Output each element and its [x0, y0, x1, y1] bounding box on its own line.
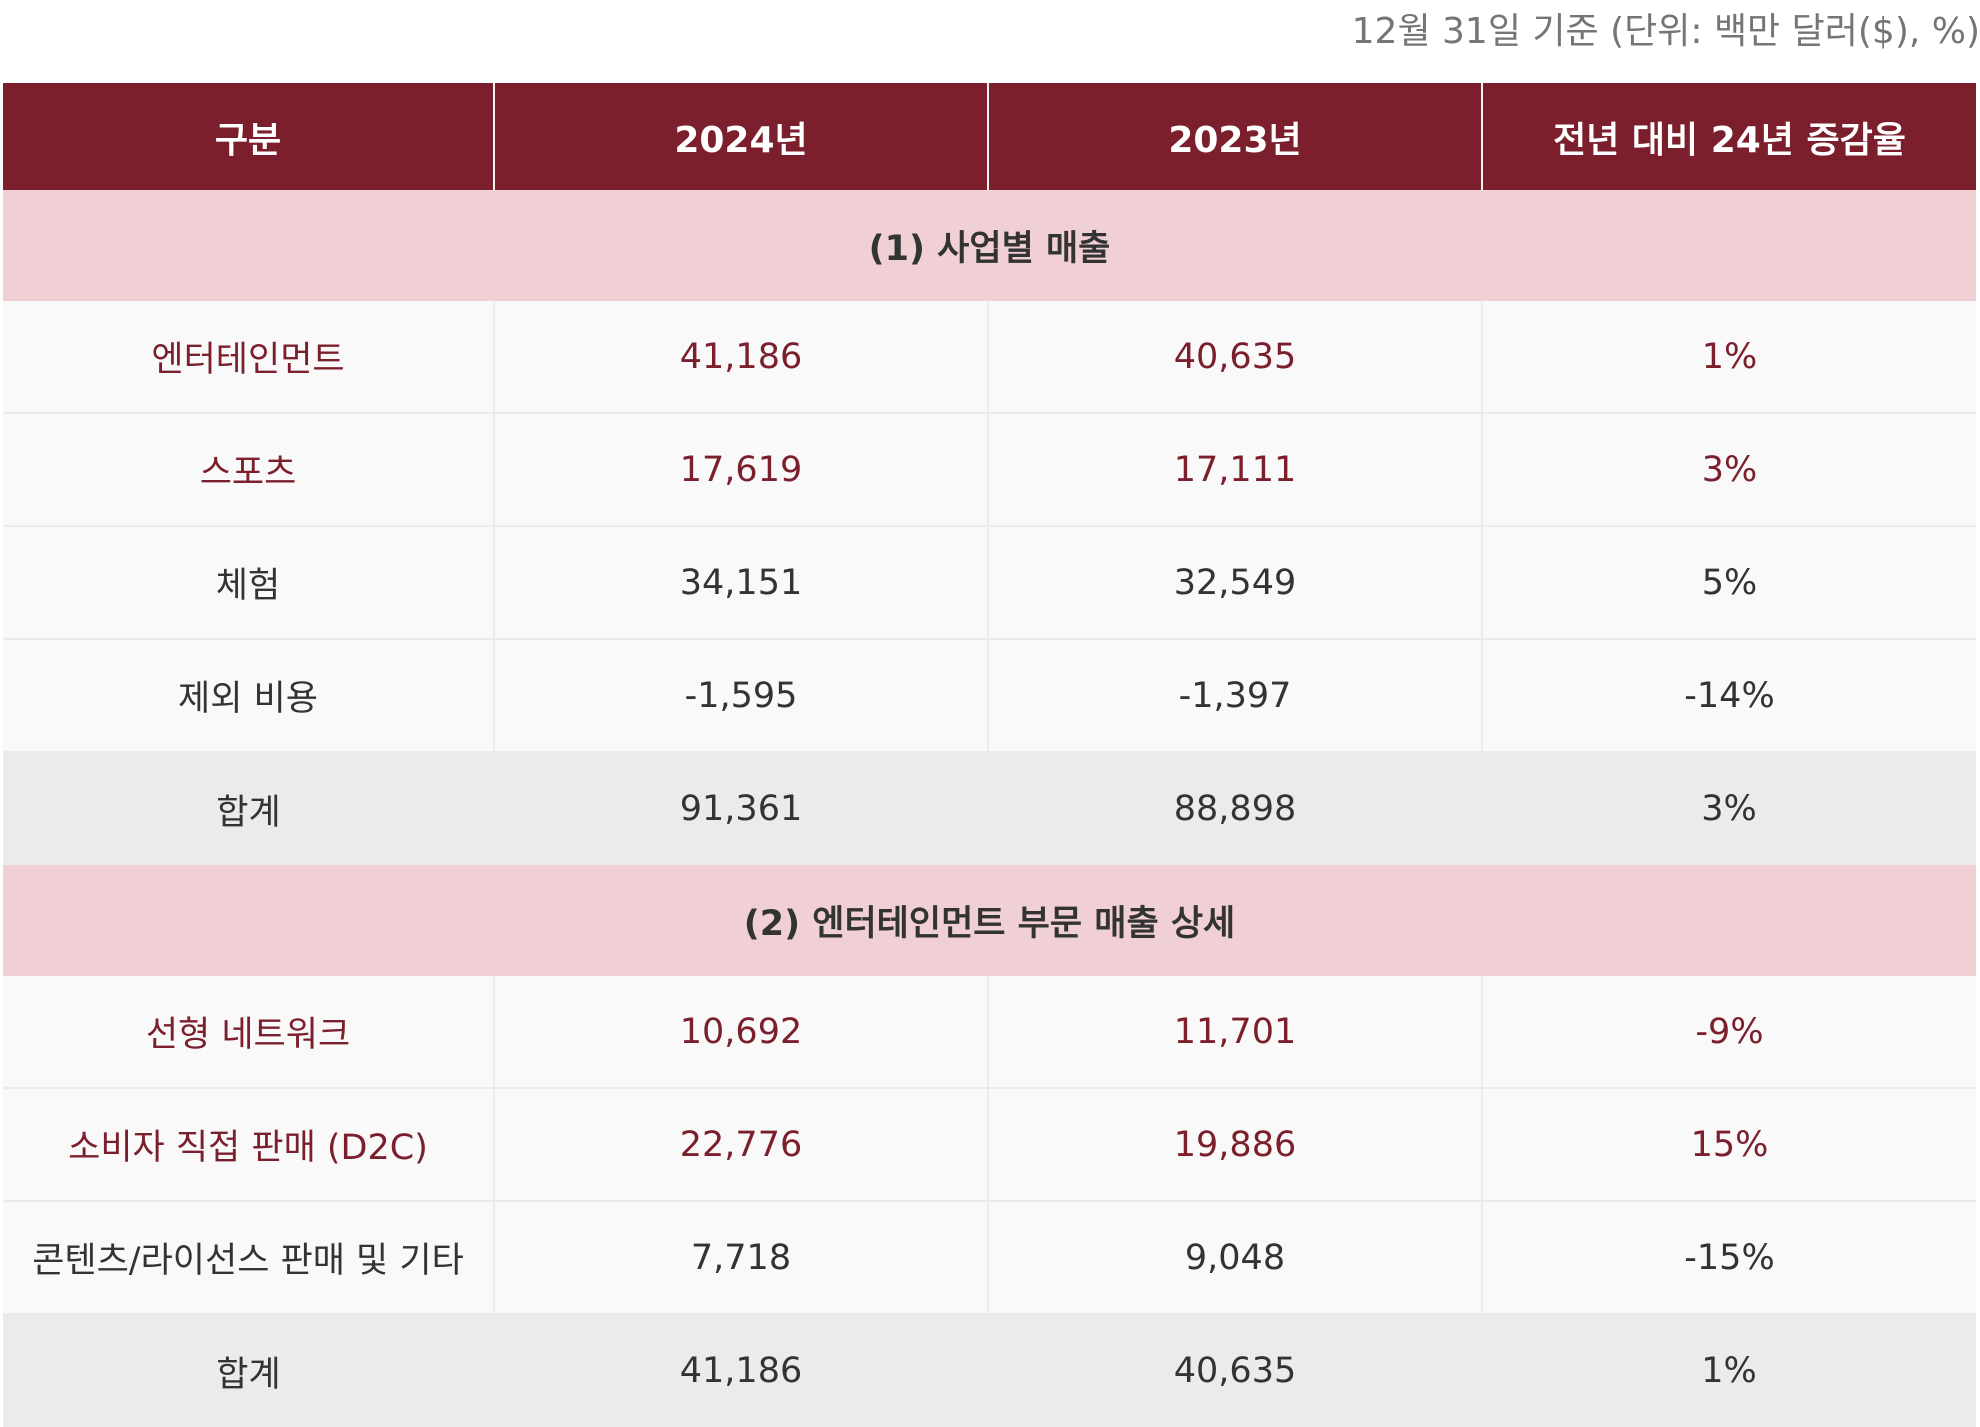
cell-2024: 34,151: [493, 526, 988, 640]
cell-2023: -1,397: [987, 639, 1482, 753]
cell-2023: 88,898: [988, 752, 1482, 865]
table-row: 체험 34,151 32,549 5%: [3, 526, 1976, 640]
cell-2023: 9,048: [987, 1201, 1482, 1315]
section-row-business-revenue: (1) 사업별 매출: [3, 190, 1976, 301]
row-label: 엔터테인먼트: [3, 301, 494, 414]
revenue-table-container: 구분 2024년 2023년 전년 대비 24년 증감율 (1) 사업별 매출 …: [3, 83, 1976, 1427]
table-row: 엔터테인먼트 41,186 40,635 1%: [3, 301, 1976, 414]
revenue-table: 구분 2024년 2023년 전년 대비 24년 증감율 (1) 사업별 매출 …: [3, 83, 1976, 1427]
row-label: 체험: [3, 526, 494, 640]
cell-2024: 91,361: [494, 752, 988, 865]
cell-2024: 17,619: [493, 413, 988, 527]
cell-change: 1%: [1481, 301, 1976, 414]
table-body: (1) 사업별 매출 엔터테인먼트 41,186 40,635 1% 스포츠 1…: [3, 190, 1976, 1427]
table-row: 콘텐츠/라이선스 판매 및 기타 7,718 9,048 -15%: [3, 1201, 1976, 1315]
row-label: 스포츠: [3, 413, 494, 527]
header-yoy-change: 전년 대비 24년 증감율: [1481, 83, 1976, 190]
row-label: 소비자 직접 판매 (D2C): [3, 1088, 494, 1202]
table-row: 스포츠 17,619 17,111 3%: [3, 413, 1976, 527]
section-title: (2) 엔터테인먼트 부문 매출 상세: [3, 865, 1976, 976]
cell-2024: 41,186: [493, 301, 988, 414]
row-label: 제외 비용: [3, 639, 494, 753]
table-header: 구분 2024년 2023년 전년 대비 24년 증감율: [3, 83, 1976, 190]
cell-change: 3%: [1482, 752, 1976, 865]
table-row: 제외 비용 -1,595 -1,397 -14%: [3, 639, 1976, 753]
row-label: 합계: [3, 1314, 494, 1427]
section-title: (1) 사업별 매출: [3, 190, 1976, 301]
total-row: 합계 41,186 40,635 1%: [3, 1314, 1976, 1427]
header-2024: 2024년: [493, 83, 988, 190]
header-row: 구분 2024년 2023년 전년 대비 24년 증감율: [3, 83, 1976, 190]
cell-change: 1%: [1482, 1314, 1976, 1427]
cell-change: 5%: [1481, 526, 1976, 640]
cell-2024: -1,595: [493, 639, 988, 753]
header-category: 구분: [3, 83, 494, 190]
cell-change: -14%: [1481, 639, 1976, 753]
cell-2023: 40,635: [988, 1314, 1482, 1427]
cell-2024: 41,186: [494, 1314, 988, 1427]
table-row: 소비자 직접 판매 (D2C) 22,776 19,886 15%: [3, 1088, 1976, 1202]
row-label: 합계: [3, 752, 494, 865]
unit-note: 12월 31일 기준 (단위: 백만 달러($), %): [1351, 11, 1980, 52]
cell-2023: 11,701: [987, 976, 1482, 1089]
cell-change: -15%: [1481, 1201, 1976, 1315]
cell-2023: 19,886: [987, 1088, 1482, 1202]
cell-change: 3%: [1481, 413, 1976, 527]
cell-2024: 7,718: [493, 1201, 988, 1315]
table-row: 선형 네트워크 10,692 11,701 -9%: [3, 976, 1976, 1089]
cell-2024: 10,692: [493, 976, 988, 1089]
cell-2024: 22,776: [493, 1088, 988, 1202]
section-row-entertainment-detail: (2) 엔터테인먼트 부문 매출 상세: [3, 865, 1976, 976]
cell-change: -9%: [1481, 976, 1976, 1089]
row-label: 콘텐츠/라이선스 판매 및 기타: [3, 1201, 494, 1315]
total-row: 합계 91,361 88,898 3%: [3, 752, 1976, 865]
cell-change: 15%: [1481, 1088, 1976, 1202]
cell-2023: 40,635: [987, 301, 1482, 414]
cell-2023: 17,111: [987, 413, 1482, 527]
cell-2023: 32,549: [987, 526, 1482, 640]
header-2023: 2023년: [987, 83, 1482, 190]
row-label: 선형 네트워크: [3, 976, 494, 1089]
